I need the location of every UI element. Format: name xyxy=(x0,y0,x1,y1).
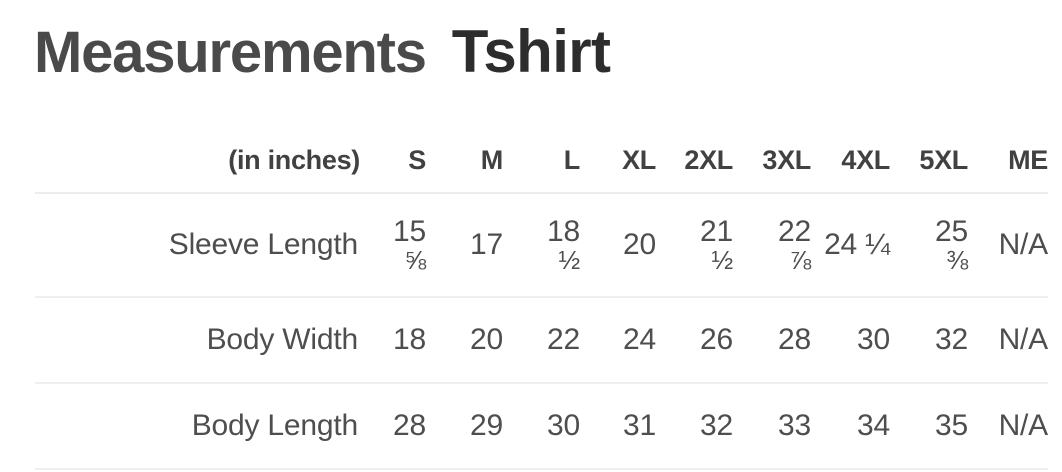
table-header: (in inches) S M L XL 2XL 3XL 4XL 5XL ME xyxy=(35,132,1048,193)
table-cell: N/A xyxy=(968,297,1049,383)
table-cell: 32 xyxy=(890,297,968,383)
column-header-m: M xyxy=(480,144,504,175)
table-cell: 22 xyxy=(503,297,580,383)
table-cell: 28 xyxy=(360,383,426,469)
table-cell: 26 xyxy=(656,297,733,383)
table-cell: 31 xyxy=(580,383,656,469)
column-header-l: L xyxy=(563,144,581,175)
column-header-2xl: 2XL xyxy=(684,144,733,175)
table-cell: 15 ⅝ xyxy=(360,193,426,297)
cell-whole-number: 30 xyxy=(547,409,580,443)
row-label: Sleeve Length xyxy=(168,228,358,261)
cell-whole-number: 24 xyxy=(623,323,656,357)
column-header-me: ME xyxy=(1008,144,1048,175)
cell-whole-number: 17 xyxy=(470,228,503,262)
table-cell: 30 xyxy=(811,297,890,383)
row-label: Body Width xyxy=(206,323,359,356)
table-cell: 20 xyxy=(426,297,503,383)
cell-whole-number: N/A xyxy=(998,228,1049,262)
table-row: Body Width 18 20 22 24 26 28 30 32 N/A xyxy=(35,297,1048,383)
column-header-4xl: 4XL xyxy=(841,144,890,175)
table-cell: 24 ¼ xyxy=(811,193,890,297)
cell-whole-number: 29 xyxy=(470,409,503,443)
cell-whole-number: 15 xyxy=(393,214,426,248)
table-header-row: (in inches) S M L XL 2XL 3XL 4XL 5XL ME xyxy=(35,132,1048,193)
cell-whole-number: 34 xyxy=(857,409,890,443)
cell-whole-number: 35 xyxy=(935,409,968,443)
page-title-main: Measurements xyxy=(34,20,427,85)
table-cell: 34 xyxy=(811,383,890,469)
table-row: Body Length 28 29 30 31 32 33 34 35 N/A xyxy=(35,383,1048,469)
table-cell: 20 xyxy=(580,193,656,297)
cell-whole-number: 18 xyxy=(393,323,426,357)
table-cell: 33 xyxy=(733,383,811,469)
cell-whole-number: 20 xyxy=(470,323,503,357)
table-cell: N/A xyxy=(968,193,1049,297)
cell-whole-number: 18 xyxy=(547,214,580,248)
table-cell: 35 xyxy=(890,383,968,469)
column-header-5xl: 5XL xyxy=(919,144,968,175)
cell-whole-number: 22 xyxy=(547,323,580,357)
table-row: Sleeve Length 15 ⅝ 17 18 ½ 20 21 ½ 22 ⅞ 24 ¼ 25 ⅜ N/A xyxy=(35,193,1048,297)
table-cell: 25 ⅜ xyxy=(890,193,968,297)
cell-whole-number: 33 xyxy=(778,409,811,443)
cell-whole-number: 25 xyxy=(935,214,968,248)
table-cell: 22 ⅞ xyxy=(733,193,811,297)
cell-whole-number: 26 xyxy=(700,323,733,357)
row-label: Body Length xyxy=(191,409,358,442)
cell-fraction: ⅞ xyxy=(789,245,812,276)
table-cell: 29 xyxy=(426,383,503,469)
cell-fraction: ⅜ xyxy=(946,245,969,276)
size-measurements-table: (in inches) S M L XL 2XL 3XL 4XL 5XL ME … xyxy=(35,132,1048,470)
cell-whole-number: N/A xyxy=(998,409,1049,443)
table-cell: 18 ½ xyxy=(503,193,580,297)
cell-whole-number: 28 xyxy=(393,409,426,443)
table-cell: N/A xyxy=(968,383,1049,469)
column-header-xl: XL xyxy=(622,144,656,175)
table-cell: 17 xyxy=(426,193,503,297)
table-cell: 24 xyxy=(580,297,656,383)
column-header-unit: (in inches) xyxy=(228,144,360,175)
table-cell: 28 xyxy=(733,297,811,383)
cell-whole-number: 32 xyxy=(935,323,968,357)
table-body: Sleeve Length 15 ⅝ 17 18 ½ 20 21 ½ 22 ⅞ 24 ¼ 25 ⅜ N/A B… xyxy=(35,193,1048,469)
cell-whole-number: 28 xyxy=(778,323,811,357)
column-header-s: S xyxy=(408,144,426,175)
page-title: Measurements Tshirt xyxy=(34,20,611,85)
cell-whole-number: 21 xyxy=(700,214,733,248)
cell-whole-number: N/A xyxy=(998,323,1049,357)
column-header-3xl: 3XL xyxy=(762,144,811,175)
cell-whole-number: 31 xyxy=(623,409,656,443)
cell-whole-number: 32 xyxy=(700,409,733,443)
table-cell: 21 ½ xyxy=(656,193,733,297)
cell-whole-number: 30 xyxy=(857,323,890,357)
table-cell: 30 xyxy=(503,383,580,469)
cell-whole-number: 20 xyxy=(623,228,656,262)
cell-whole-number: 22 xyxy=(778,214,811,248)
cell-fraction: ⅝ xyxy=(404,245,427,276)
table-cell: 18 xyxy=(360,297,426,383)
cell-fraction: ½ xyxy=(711,245,734,276)
page-title-product: Tshirt xyxy=(451,18,611,85)
cell-whole-number: 24 ¼ xyxy=(824,228,890,262)
cell-fraction: ½ xyxy=(558,245,581,276)
table-cell: 32 xyxy=(656,383,733,469)
